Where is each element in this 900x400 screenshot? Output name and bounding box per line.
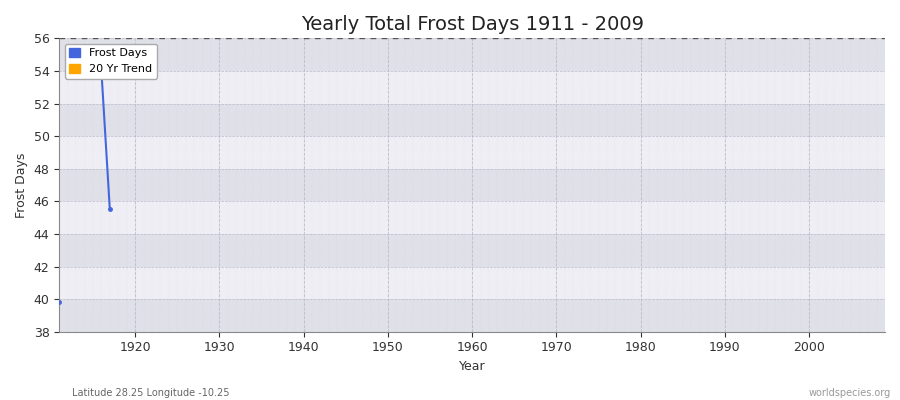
Text: worldspecies.org: worldspecies.org (809, 388, 891, 398)
Title: Yearly Total Frost Days 1911 - 2009: Yearly Total Frost Days 1911 - 2009 (301, 15, 644, 34)
Bar (59, 136, 885, 169)
Bar (59, 266, 885, 299)
Bar (59, 71, 885, 104)
Bar (59, 201, 885, 234)
Bar (59, 38, 885, 71)
Bar (59, 299, 885, 332)
Bar (59, 104, 885, 136)
Text: Latitude 28.25 Longitude -10.25: Latitude 28.25 Longitude -10.25 (72, 388, 230, 398)
Legend: Frost Days, 20 Yr Trend: Frost Days, 20 Yr Trend (65, 44, 157, 78)
Y-axis label: Frost Days: Frost Days (15, 152, 28, 218)
X-axis label: Year: Year (459, 360, 485, 373)
Bar (59, 234, 885, 266)
Bar (59, 169, 885, 201)
